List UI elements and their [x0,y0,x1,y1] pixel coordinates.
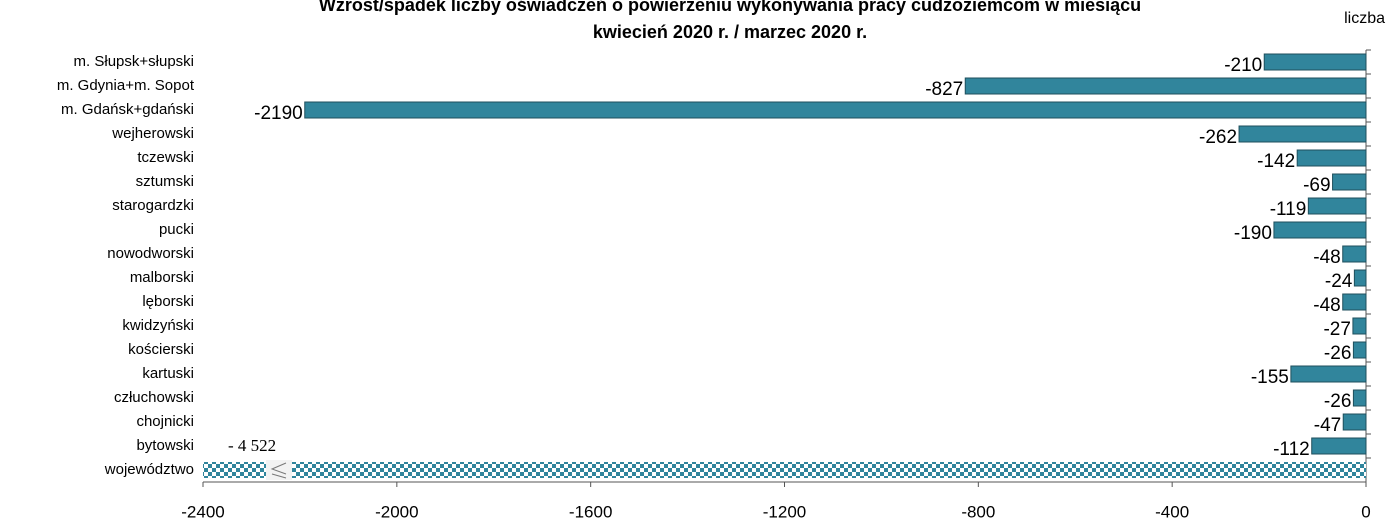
axis-break [270,462,287,479]
bar [1263,53,1367,71]
chart-title: Wzrost/spadek liczby oświadczeń o powier… [319,0,1141,15]
chart-title: kwiecień 2020 r. / marzec 2020 r. [593,22,867,42]
bar [1307,197,1367,215]
bar [304,101,1367,119]
bar [203,462,1367,478]
bar [1238,125,1367,143]
y-tick-label: lęborski [142,293,194,310]
y-tick-label: nowodworski [107,245,194,262]
value-label: -142 [1257,151,1295,172]
y-tick-label: tczewski [137,149,194,166]
value-label: - 4 522 [228,436,276,455]
y-tick-label: chojnicki [136,413,194,430]
bar [1352,389,1367,407]
x-tick-label: -2000 [375,502,418,521]
value-label: -26 [1324,343,1351,364]
x-tick-label: -800 [961,502,995,521]
unit-label: liczba [1344,10,1385,27]
y-tick-label: kościerski [128,341,194,358]
value-label: -827 [925,79,963,100]
y-tick-label: człuchowski [114,389,194,406]
plot [203,53,1367,478]
bar [1352,317,1367,335]
x-tick-label: 0 [1361,502,1370,521]
bar [1342,293,1367,311]
value-label: -47 [1314,415,1341,436]
y-tick-label: m. Słupsk+słupski [74,53,194,70]
bar [1342,413,1367,431]
value-label: -112 [1273,439,1310,460]
bar [1352,341,1367,359]
y-tick-label: m. Gdynia+m. Sopot [57,77,195,94]
y-tick-label: bytowski [136,437,194,454]
value-label: -27 [1323,319,1350,340]
y-tick-label: starogardzki [112,197,194,214]
y-tick-label: kartuski [142,365,194,382]
y-tick-label: malborski [130,269,194,286]
bar [1332,173,1367,191]
value-label: -24 [1325,271,1353,292]
bar [964,77,1367,95]
value-label: -119 [1270,199,1307,220]
value-label: -26 [1324,391,1351,412]
value-label: -69 [1303,175,1330,196]
value-label: -48 [1313,295,1340,316]
y-tick-label: sztumski [136,173,194,190]
value-label: -262 [1199,127,1237,148]
value-label: -48 [1313,247,1340,268]
value-label: -2190 [254,103,303,124]
x-tick-label: -400 [1155,502,1189,521]
value-label: -190 [1234,223,1272,244]
value-label: -155 [1251,367,1289,388]
y-tick-label: wejherowski [111,125,194,142]
bar [1296,149,1367,167]
y-tick-label: m. Gdańsk+gdański [61,101,194,118]
bar [1273,221,1367,239]
axis-break [266,460,292,480]
y-tick-label: kwidzyński [122,317,194,334]
y-tick-label: pucki [159,221,194,238]
x-tick-label: -1600 [569,502,612,521]
bar [1353,269,1367,287]
y-tick-label: województwo [104,461,194,478]
x-tick-label: -2400 [181,502,224,521]
x-tick-label: -1200 [763,502,806,521]
value-label: -210 [1224,55,1262,76]
bar [1342,245,1367,263]
bar [1290,365,1367,383]
bar [1311,437,1367,455]
